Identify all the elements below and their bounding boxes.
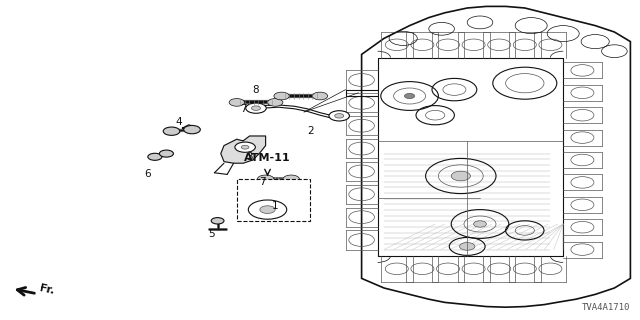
Text: 3: 3 [246, 152, 253, 162]
Text: 1: 1 [272, 201, 278, 212]
Circle shape [335, 114, 344, 118]
Circle shape [248, 200, 287, 219]
Circle shape [260, 206, 275, 213]
Bar [237, 179, 310, 221]
Text: 8: 8 [253, 84, 259, 95]
Text: TVA4A1710: TVA4A1710 [582, 303, 630, 312]
Circle shape [235, 142, 255, 152]
Text: 7: 7 [259, 177, 266, 188]
Circle shape [163, 127, 180, 135]
Circle shape [148, 153, 162, 160]
Text: ATM-11: ATM-11 [244, 153, 291, 163]
Circle shape [329, 111, 349, 121]
Circle shape [211, 218, 224, 224]
Circle shape [268, 99, 283, 106]
Circle shape [257, 175, 274, 183]
Circle shape [159, 150, 173, 157]
Circle shape [312, 92, 328, 100]
Text: 5: 5 [208, 228, 214, 239]
Circle shape [252, 106, 260, 110]
Circle shape [404, 93, 415, 99]
Circle shape [246, 103, 266, 113]
Circle shape [241, 145, 249, 149]
Text: 4: 4 [176, 116, 182, 127]
Circle shape [474, 221, 486, 227]
Circle shape [460, 243, 475, 250]
Circle shape [451, 171, 470, 181]
Polygon shape [221, 136, 266, 163]
Text: 2: 2 [307, 126, 314, 136]
Text: 7: 7 [240, 104, 246, 114]
Circle shape [274, 92, 289, 100]
Text: 6: 6 [144, 169, 150, 180]
Text: Fr.: Fr. [38, 283, 55, 296]
Circle shape [184, 125, 200, 134]
Circle shape [229, 99, 244, 106]
Circle shape [283, 175, 300, 183]
Polygon shape [362, 6, 630, 307]
